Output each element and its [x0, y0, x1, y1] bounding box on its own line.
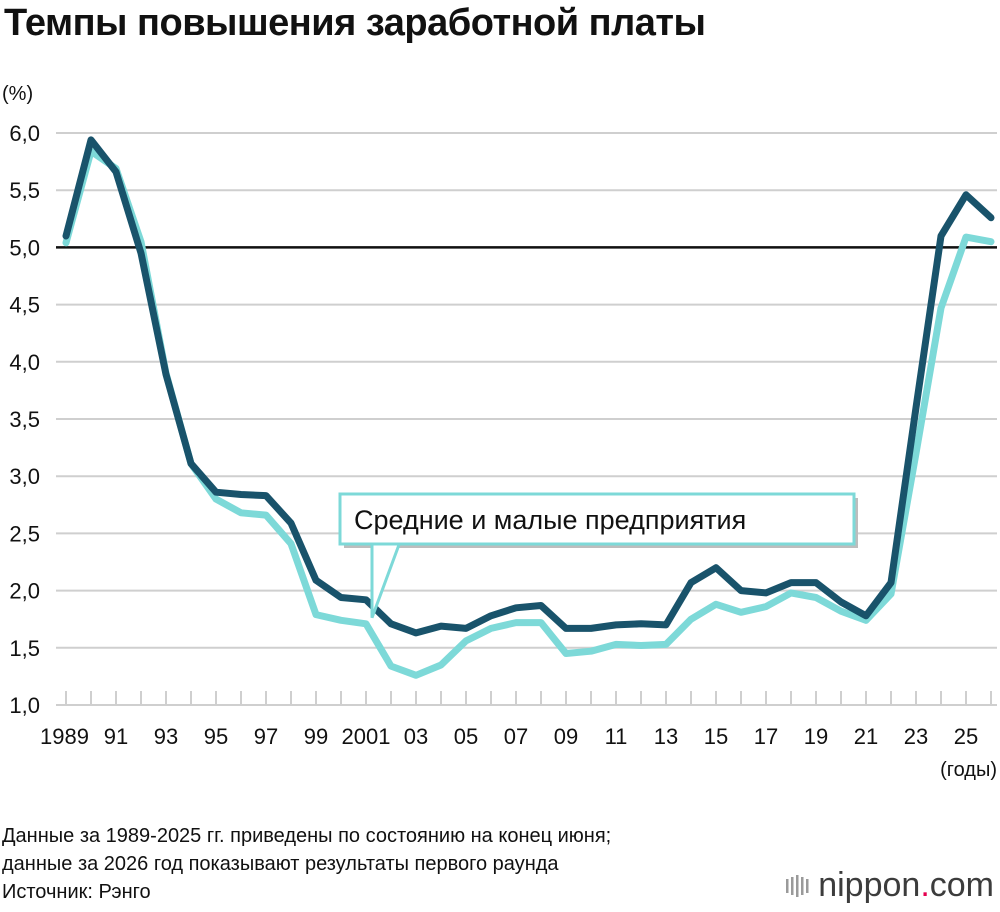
y-tick-label: 1,5 [9, 636, 40, 661]
x-tick-label: 99 [304, 724, 328, 749]
series-line-sme [62, 147, 995, 679]
x-tick-label: 91 [104, 724, 128, 749]
y-tick-label: 1,0 [9, 693, 40, 718]
y-axis-ticks: 1,0 1,5 2,0 2,5 3,0 3,5 4,0 4,5 5,0 5,5 6,0 [9, 121, 40, 718]
x-tick-label: 13 [654, 724, 678, 749]
x-tick-label: 05 [454, 724, 478, 749]
y-tick-label: 2,0 [9, 579, 40, 604]
x-tick-label: 2001 [342, 724, 391, 749]
series-line-all-companies [62, 136, 995, 637]
brand-name: nippon [818, 866, 921, 904]
x-tick-label: 1989 [40, 724, 89, 749]
x-axis-label: (годы) [940, 759, 997, 781]
callout-pointer [370, 540, 403, 619]
brand-suffix: com [929, 866, 994, 904]
footnote-line-1: Данные за 1989-2025 гг. приведены по сос… [2, 825, 612, 847]
line-chart: (%) 1,0 1,5 2,0 2,5 3,0 3,5 4,0 4,5 5,0 5,5 6,0 19… [2, 83, 997, 781]
y-axis-label: (%) [2, 83, 33, 105]
chart-title: Темпы повышения заработной платы [4, 2, 706, 44]
series-lines [62, 136, 995, 679]
callout-box [338, 492, 856, 546]
x-tick-label: 07 [504, 724, 528, 749]
x-tick-label: 95 [204, 724, 228, 749]
y-tick-label: 3,0 [9, 464, 40, 489]
x-tick-label: 21 [854, 724, 878, 749]
footnote: Данные за 1989-2025 гг. приведены по сос… [2, 822, 611, 906]
callout-label: Средние и малые предприятия [354, 505, 746, 535]
y-tick-label: 5,0 [9, 235, 40, 260]
x-tick-label: 19 [804, 724, 828, 749]
y-tick-label: 2,5 [9, 521, 40, 546]
y-tick-label: 3,5 [9, 407, 40, 432]
x-tick-label: 03 [404, 724, 428, 749]
y-tick-label: 4,5 [9, 293, 40, 318]
y-tick-label: 6,0 [9, 121, 40, 146]
x-tick-label: 97 [254, 724, 278, 749]
x-tick-label: 25 [954, 724, 978, 749]
x-tick-label: 23 [904, 724, 928, 749]
y-tick-label: 4,0 [9, 350, 40, 375]
series-callout: Средние и малые предприятия [338, 492, 858, 619]
brand-dot: . [920, 866, 930, 904]
x-tick-label: 11 [605, 724, 628, 749]
nippon-logo: nippon. com [786, 866, 994, 905]
x-tick-label: 93 [154, 724, 178, 749]
footnote-line-2: данные за 2026 год показывают результаты… [2, 853, 559, 875]
callout-seam [370, 536, 404, 542]
x-axis-ticks: 1989 91 93 95 97 99 2001 03 05 07 09 11 13 15 17 19 21 23… [40, 691, 992, 749]
nippon-stripes-icon [786, 874, 809, 897]
x-tick-label: 09 [554, 724, 578, 749]
x-tick-label: 17 [754, 724, 778, 749]
y-tick-label: 5,5 [9, 178, 40, 203]
source-line: Источник: Рэнго [2, 881, 151, 903]
x-tick-label: 15 [704, 724, 728, 749]
